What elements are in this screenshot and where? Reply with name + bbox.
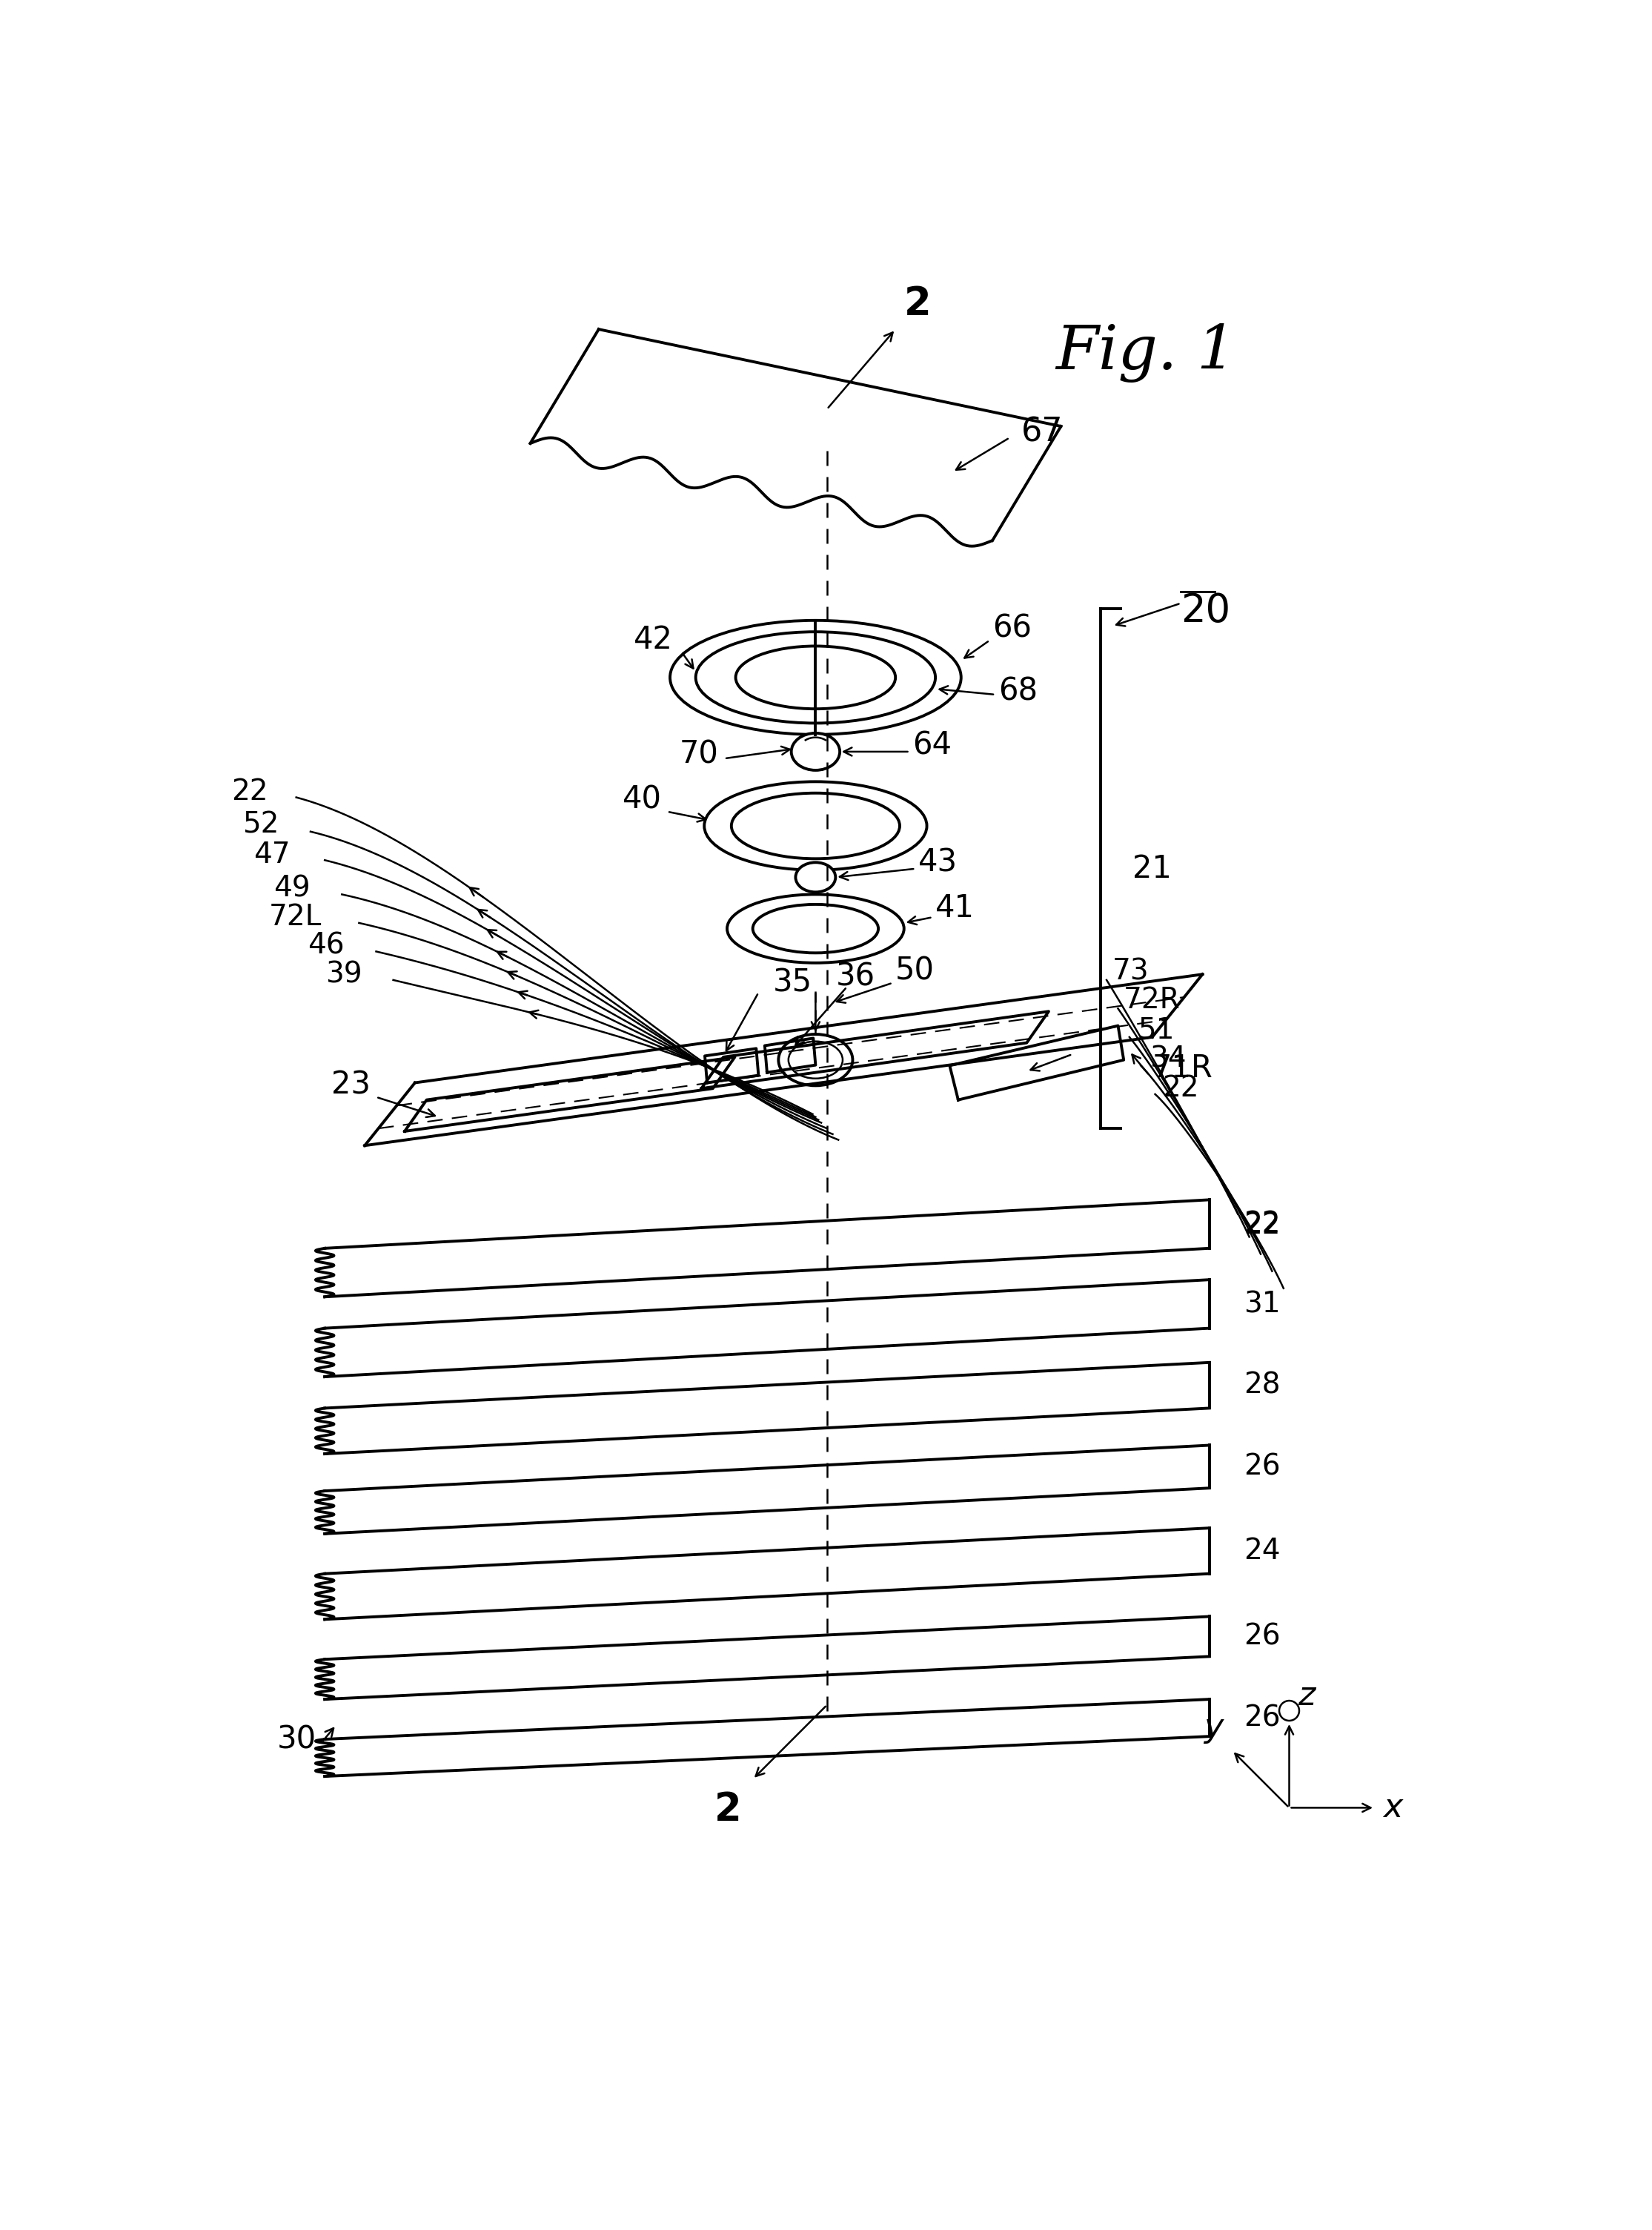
Text: 39: 39 (325, 961, 362, 988)
Text: 68: 68 (998, 676, 1037, 707)
Text: 30: 30 (278, 1724, 316, 1755)
Text: 72R: 72R (1123, 986, 1181, 1015)
Text: 36: 36 (836, 961, 876, 992)
Text: 71R: 71R (1151, 1053, 1213, 1084)
Text: 66: 66 (993, 613, 1032, 644)
Text: 22: 22 (1163, 1075, 1199, 1102)
Text: 23: 23 (330, 1070, 370, 1102)
Text: 73: 73 (1112, 957, 1150, 986)
Text: 26: 26 (1244, 1454, 1280, 1481)
Text: 24: 24 (1244, 1536, 1280, 1565)
Text: 64: 64 (912, 729, 952, 760)
Text: 46: 46 (307, 932, 345, 959)
Text: 72L: 72L (269, 903, 322, 932)
Text: 35: 35 (773, 968, 813, 999)
Text: 43: 43 (919, 847, 958, 879)
Text: Fig. 1: Fig. 1 (1056, 323, 1236, 384)
Text: 47: 47 (254, 841, 291, 867)
Ellipse shape (778, 1035, 852, 1086)
Ellipse shape (796, 863, 836, 892)
Text: 41: 41 (935, 892, 975, 923)
Text: 40: 40 (623, 785, 661, 816)
Text: 22: 22 (1244, 1211, 1280, 1238)
Text: 49: 49 (274, 874, 311, 903)
Text: y: y (1204, 1713, 1224, 1744)
Text: 52: 52 (243, 812, 279, 838)
Text: 26: 26 (1244, 1704, 1280, 1733)
Text: x: x (1383, 1791, 1403, 1824)
Text: 67: 67 (1021, 417, 1062, 448)
Text: 22: 22 (1244, 1211, 1280, 1240)
Text: 26: 26 (1244, 1623, 1280, 1650)
Text: 50: 50 (895, 954, 935, 986)
Text: 20: 20 (1181, 591, 1231, 631)
Text: 2: 2 (904, 285, 932, 323)
Text: z: z (1298, 1679, 1315, 1713)
Text: 51: 51 (1138, 1017, 1175, 1044)
Ellipse shape (791, 734, 839, 769)
Text: 22: 22 (231, 778, 268, 805)
Text: 2: 2 (714, 1791, 742, 1829)
Text: 34: 34 (1150, 1044, 1186, 1073)
Text: 28: 28 (1244, 1371, 1280, 1400)
Text: 42: 42 (634, 624, 672, 656)
Text: 21: 21 (1132, 854, 1171, 885)
Text: 70: 70 (679, 738, 719, 769)
Text: 31: 31 (1244, 1291, 1280, 1318)
